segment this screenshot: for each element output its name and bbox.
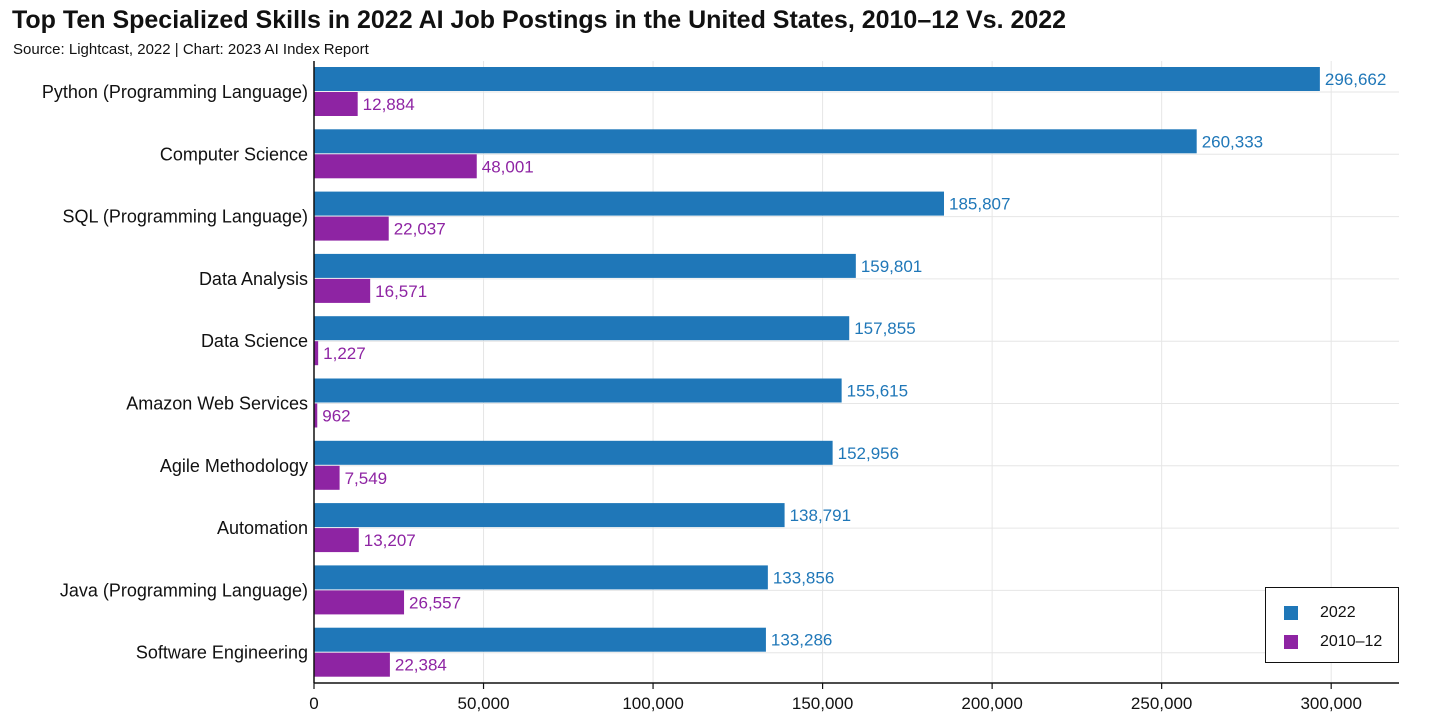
x-tick-label: 200,000 bbox=[961, 694, 1022, 713]
bar-2022 bbox=[314, 503, 785, 528]
legend-label-2022: 2022 bbox=[1320, 604, 1356, 621]
bar-2022 bbox=[314, 627, 766, 652]
x-tick-label: 50,000 bbox=[458, 694, 510, 713]
category-label: Data Analysis bbox=[199, 269, 308, 289]
bars bbox=[314, 67, 1320, 677]
bar-2022 bbox=[314, 440, 833, 465]
data-label-2010-12: 1,227 bbox=[323, 344, 366, 363]
data-label-2022: 152,956 bbox=[838, 444, 899, 463]
bar-2022 bbox=[314, 378, 842, 403]
category-label: Computer Science bbox=[160, 144, 308, 164]
legend-label-2010-12: 2010–12 bbox=[1320, 633, 1383, 650]
data-labels: 296,662 12,884 260,333 48,001 185,807 22,037 1… bbox=[322, 70, 1386, 675]
bar-2022 bbox=[314, 191, 945, 216]
bar-2022 bbox=[314, 129, 1197, 154]
x-tick-label: 150,000 bbox=[792, 694, 853, 713]
bar-2010-12 bbox=[314, 341, 319, 366]
legend-swatch-2010-12 bbox=[1284, 635, 1298, 649]
category-label: Amazon Web Services bbox=[126, 394, 308, 414]
data-label-2010-12: 7,549 bbox=[345, 469, 388, 488]
legend-item-2010-12: 2010–12 bbox=[1284, 633, 1382, 651]
category-label: SQL (Programming Language) bbox=[63, 207, 308, 227]
data-label-2010-12: 962 bbox=[322, 407, 350, 426]
x-tick-label: 250,000 bbox=[1131, 694, 1192, 713]
chart-title: Top Ten Specialized Skills in 2022 AI Jo… bbox=[12, 6, 1067, 34]
data-label-2022: 133,856 bbox=[773, 568, 834, 587]
gridlines bbox=[314, 61, 1399, 683]
data-label-2010-12: 22,384 bbox=[395, 656, 447, 675]
data-label-2010-12: 48,001 bbox=[482, 157, 534, 176]
legend-item-2022: 2022 bbox=[1284, 604, 1356, 622]
bar-2022 bbox=[314, 253, 856, 278]
bar-2022 bbox=[314, 565, 768, 590]
bar-2010-12 bbox=[314, 92, 358, 116]
data-label-2022: 296,662 bbox=[1325, 70, 1386, 89]
data-label-2010-12: 12,884 bbox=[363, 95, 415, 114]
bar-2010-12 bbox=[314, 652, 390, 677]
bar-2010-12 bbox=[314, 528, 359, 553]
data-label-2022: 133,286 bbox=[771, 631, 832, 650]
x-tick-label: 0 bbox=[309, 694, 318, 713]
data-label-2010-12: 16,571 bbox=[375, 282, 427, 301]
legend: 2022 2010–12 bbox=[1265, 587, 1399, 663]
category-label: Java (Programming Language) bbox=[60, 580, 308, 600]
data-label-2010-12: 13,207 bbox=[364, 531, 416, 550]
x-tick-label: 300,000 bbox=[1300, 694, 1361, 713]
data-label-2022: 155,615 bbox=[847, 382, 908, 401]
x-tick-label: 100,000 bbox=[622, 694, 683, 713]
bar-2010-12 bbox=[314, 403, 318, 428]
bar-2010-12 bbox=[314, 216, 389, 241]
category-label: Agile Methodology bbox=[160, 456, 308, 476]
bar-2010-12 bbox=[314, 590, 405, 615]
category-label: Python (Programming Language) bbox=[42, 82, 308, 102]
legend-swatch-2022 bbox=[1284, 606, 1298, 620]
bar-2010-12 bbox=[314, 278, 371, 303]
data-label-2022: 157,855 bbox=[854, 319, 915, 338]
bar-2010-12 bbox=[314, 154, 477, 179]
data-label-2022: 159,801 bbox=[861, 257, 922, 276]
category-labels: Python (Programming Language) Computer Sc… bbox=[42, 82, 308, 663]
category-label: Automation bbox=[217, 518, 308, 538]
category-label: Data Science bbox=[201, 331, 308, 351]
data-label-2010-12: 22,037 bbox=[394, 220, 446, 239]
category-label: Software Engineering bbox=[136, 643, 308, 663]
data-label-2010-12: 26,557 bbox=[409, 593, 461, 612]
data-label-2022: 138,791 bbox=[790, 506, 851, 525]
bar-2010-12 bbox=[314, 465, 340, 490]
bar-2022 bbox=[314, 67, 1320, 91]
data-label-2022: 260,333 bbox=[1202, 132, 1263, 151]
chart-subtitle: Source: Lightcast, 2022 | Chart: 2023 AI… bbox=[13, 41, 369, 58]
axes: 0 50,000 100,000 150,000 200,000 250,000 300,0… bbox=[309, 61, 1399, 713]
data-label-2022: 185,807 bbox=[949, 195, 1010, 214]
bar-2022 bbox=[314, 316, 850, 341]
